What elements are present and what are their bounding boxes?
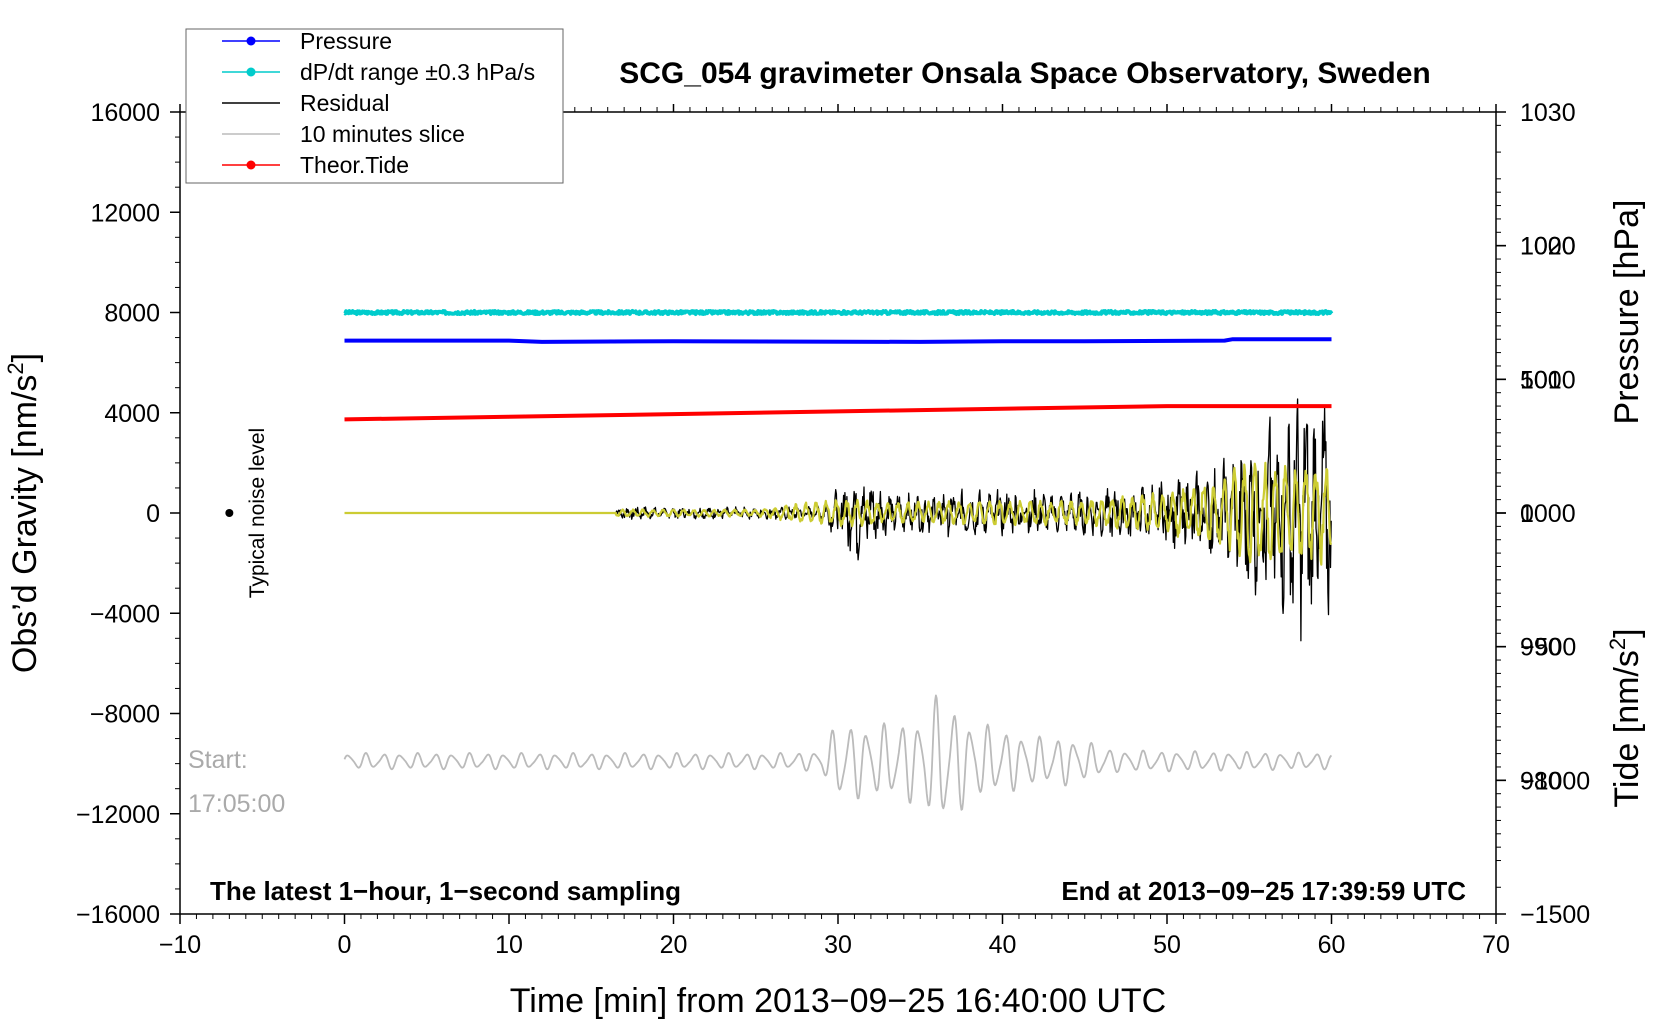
x-tick-label: 60 bbox=[1318, 931, 1346, 959]
left-axis-title: Obs’d Gravity [nm/s2] bbox=[3, 353, 44, 673]
start-label: Start: bbox=[188, 746, 248, 774]
tide-tick-label: 0 bbox=[1520, 500, 1534, 528]
x-tick-label: 10 bbox=[495, 931, 523, 959]
noise-level-label: Typical noise level bbox=[246, 428, 269, 598]
legend-marker bbox=[246, 160, 256, 170]
left-tick-label: −16000 bbox=[76, 901, 160, 929]
legend-label: 10 minutes slice bbox=[300, 121, 465, 147]
left-tick-label: 16000 bbox=[90, 99, 160, 127]
legend-marker bbox=[246, 67, 256, 77]
left-tick-label: −4000 bbox=[90, 600, 160, 628]
x-axis-title: Time [min] from 2013−09−25 16:40:00 UTC bbox=[510, 982, 1166, 1020]
left-tick-label: 12000 bbox=[90, 199, 160, 227]
left-tick-label: 8000 bbox=[104, 300, 160, 328]
tide-axis-title: Tide [nm/s2] bbox=[1605, 628, 1646, 807]
legend-label: Pressure bbox=[300, 28, 392, 54]
slice-line bbox=[343, 694, 1333, 811]
legend-entries: Pressure dP/dt range ±0.3 hPa/s Residual 10… bbox=[222, 28, 535, 178]
pressure-tick-label: 1010 bbox=[1520, 366, 1576, 394]
tide-tick-label: 1000 bbox=[1520, 233, 1576, 261]
pressure-line bbox=[344, 337, 1332, 344]
left-tick-label: 0 bbox=[146, 500, 160, 528]
series-group bbox=[343, 309, 1334, 811]
x-tick-label: 0 bbox=[338, 931, 352, 959]
tide-line bbox=[344, 404, 1332, 422]
legend-label: dP/dt range ±0.3 hPa/s bbox=[300, 59, 535, 85]
pressure-tick-label: 990 bbox=[1520, 634, 1562, 662]
x-tick-label: −10 bbox=[159, 931, 201, 959]
x-tick-label: 40 bbox=[989, 931, 1017, 959]
tide-tick-label: 500 bbox=[1520, 366, 1562, 394]
x-tick-label: 70 bbox=[1482, 931, 1510, 959]
chart-title: SCG_054 gravimeter Onsala Space Observat… bbox=[619, 57, 1431, 90]
pressure-tick-label: 1000 bbox=[1520, 500, 1576, 528]
dpdt-line bbox=[343, 309, 1334, 316]
x-tick-label: 20 bbox=[660, 931, 688, 959]
filtered-line bbox=[344, 461, 1333, 566]
pressure-axis: 1030 1020 1010 1000 990 980 bbox=[1496, 99, 1576, 848]
x-axis: −10 0 10 20 30 40 50 60 70 bbox=[159, 104, 1510, 959]
tide-axis: 1000 500 0 −500 −1000 −1500 bbox=[1496, 191, 1590, 929]
residual-line bbox=[344, 398, 1332, 642]
pressure-tick-label: 1030 bbox=[1520, 99, 1576, 127]
legend-label: Residual bbox=[300, 90, 390, 116]
left-tick-label: 4000 bbox=[104, 400, 160, 428]
sampling-note: The latest 1−hour, 1−second sampling bbox=[210, 876, 681, 906]
tide-tick-label: −1500 bbox=[1520, 901, 1590, 929]
noise-level-point bbox=[225, 509, 234, 517]
legend-label: Theor.Tide bbox=[300, 152, 409, 178]
legend-marker bbox=[246, 36, 256, 46]
pressure-axis-title: Pressure [hPa] bbox=[1608, 200, 1646, 425]
left-tick-label: −8000 bbox=[90, 701, 160, 729]
x-tick-label: 30 bbox=[824, 931, 852, 959]
tide-tick-label: −1000 bbox=[1520, 767, 1590, 795]
x-tick-label: 50 bbox=[1153, 931, 1181, 959]
pressure-tick-label: 980 bbox=[1520, 767, 1562, 795]
legend-box bbox=[185, 28, 564, 184]
start-time: 17:05:00 bbox=[188, 790, 285, 818]
legend: Pressure dP/dt range ±0.3 hPa/s Residual 10… bbox=[185, 28, 564, 184]
left-axis: 16000 12000 8000 4000 0 −4000 −8000 −12000 −1600… bbox=[76, 99, 180, 929]
end-time-note: End at 2013−09−25 17:39:59 UTC bbox=[1061, 876, 1466, 906]
pressure-tick-label: 1020 bbox=[1520, 233, 1576, 261]
left-tick-label: −12000 bbox=[76, 801, 160, 829]
tide-tick-label: −500 bbox=[1520, 634, 1576, 662]
